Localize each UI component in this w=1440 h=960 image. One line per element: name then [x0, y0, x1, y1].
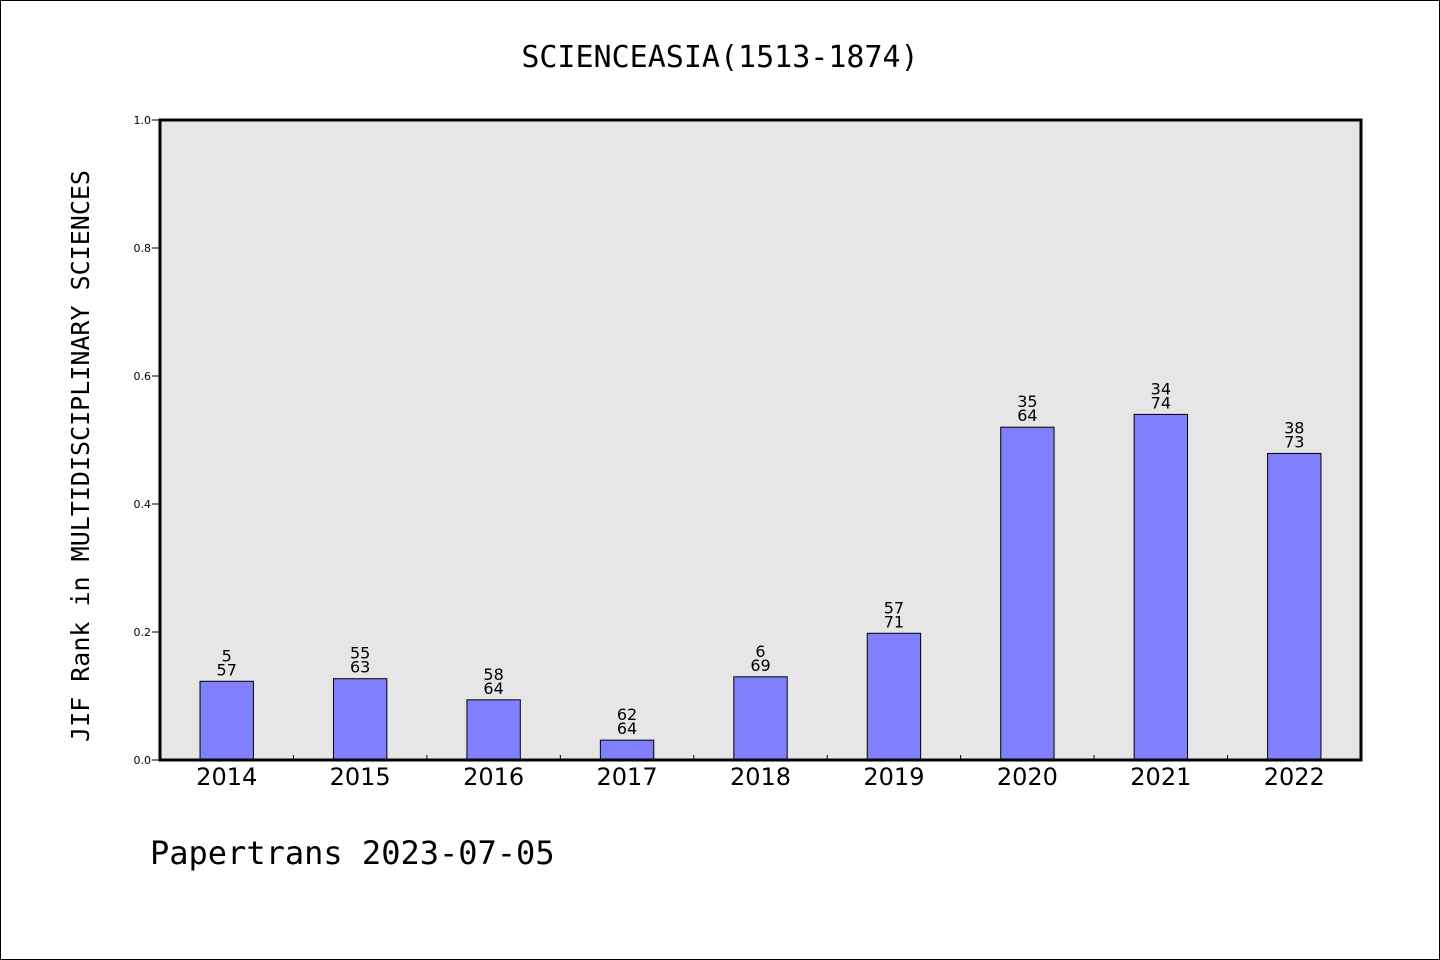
bar-total-label: 64 — [617, 719, 637, 738]
bar-total-label: 73 — [1284, 432, 1304, 451]
bar-rank-label: 5 — [222, 646, 232, 665]
y-tick-label: 1.0 — [134, 114, 152, 127]
bar-rank-label: 57 — [884, 598, 904, 617]
plot-border — [158, 118, 1363, 762]
bar-rank-label: 38 — [1284, 418, 1304, 437]
bar-2014 — [199, 680, 254, 761]
y-tick-label: 0.2 — [134, 626, 152, 639]
x-tick-label: 2022 — [1264, 763, 1325, 791]
chart-marks: 0.00.20.40.60.81.02014557201555632016586… — [134, 114, 1325, 791]
bar-rank-label: 58 — [483, 665, 503, 684]
bar-2019 — [866, 632, 922, 761]
bar-total-label: 71 — [884, 612, 904, 631]
footer-credit: Papertrans 2023-07-05 — [150, 834, 555, 872]
bar-2017 — [599, 739, 655, 761]
x-tick-label: 2018 — [730, 763, 791, 791]
bar-rank-label: 35 — [1017, 392, 1037, 411]
bar-total-label: 69 — [750, 656, 770, 675]
x-tick-label: 2021 — [1130, 763, 1191, 791]
x-tick-label: 2016 — [463, 763, 524, 791]
bar-2022 — [1267, 452, 1322, 761]
x-tick-label: 2014 — [196, 763, 257, 791]
y-axis-label: JIF Rank in MULTIDISCIPLINARY SCIENCES — [66, 170, 95, 742]
bar-rank-label: 62 — [617, 705, 637, 724]
x-tick-label: 2020 — [997, 763, 1058, 791]
x-tick-label: 2017 — [597, 763, 658, 791]
bar-total-label: 64 — [1017, 406, 1037, 425]
bar-total-label: 64 — [483, 679, 503, 698]
y-tick-label: 0.6 — [134, 370, 152, 383]
y-tick-label: 0.8 — [134, 242, 152, 255]
y-tick-label: 0.4 — [134, 498, 152, 511]
bar-2015 — [332, 678, 388, 761]
bar-total-label: 74 — [1151, 393, 1171, 412]
bar-total-label: 63 — [350, 658, 370, 677]
bar-rank-label: 55 — [350, 644, 370, 663]
bar-rank-label: 6 — [755, 642, 765, 661]
bar-2018 — [733, 676, 788, 761]
bar-rank-label: 34 — [1151, 379, 1171, 398]
x-tick-label: 2015 — [330, 763, 391, 791]
bar-total-label: 57 — [217, 660, 237, 679]
x-tick-label: 2019 — [863, 763, 924, 791]
bar-2016 — [466, 699, 521, 761]
bar-2021 — [1133, 413, 1189, 761]
y-tick-label: 0.0 — [134, 754, 152, 767]
chart-title: SCIENCEASIA(1513-1874) — [521, 40, 918, 75]
bar-2020 — [1000, 426, 1055, 761]
